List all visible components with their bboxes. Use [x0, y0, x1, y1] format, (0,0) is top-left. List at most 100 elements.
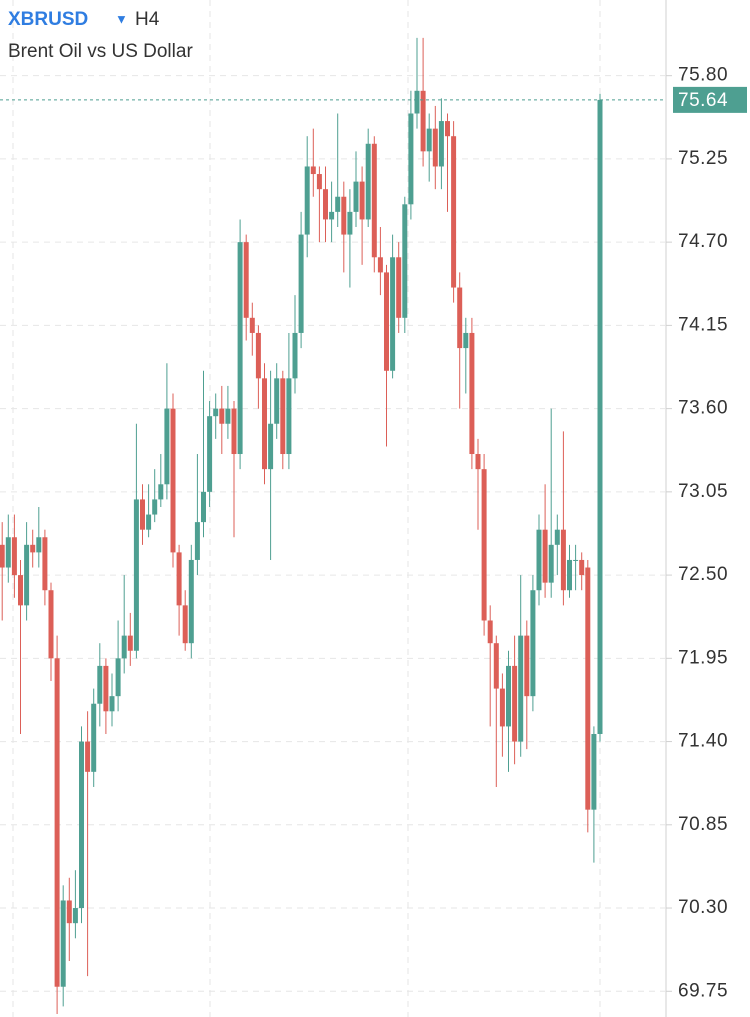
candle-body — [347, 211, 353, 235]
y-tick-label: 72.50 — [678, 564, 728, 585]
candle-body — [518, 635, 524, 742]
candle-body — [170, 408, 176, 553]
candle-body — [18, 575, 23, 606]
candle-body — [402, 204, 408, 318]
candle-body — [365, 143, 371, 220]
candle-body — [140, 499, 145, 530]
candle-body — [5, 537, 11, 568]
candle-body — [255, 332, 261, 379]
candle-body — [146, 514, 152, 530]
candle-body — [585, 567, 591, 810]
candle-body — [194, 522, 200, 560]
candle-body — [493, 643, 499, 689]
candle-body — [274, 378, 280, 424]
dropdown-arrow[interactable]: ▼ — [115, 11, 128, 26]
candle-body — [542, 529, 548, 583]
candle-body — [48, 590, 54, 659]
candle-body — [213, 408, 219, 417]
candle-body — [396, 257, 402, 318]
candle-body — [115, 658, 121, 697]
candle-body — [353, 181, 359, 212]
candle-body — [72, 908, 78, 924]
candle-body — [91, 703, 97, 772]
candle-body — [176, 552, 182, 606]
y-tick-label: 75.25 — [678, 148, 728, 169]
y-tick-label: 71.95 — [678, 647, 728, 668]
y-tick-label: 69.75 — [678, 980, 728, 1001]
candle-body — [316, 174, 322, 190]
y-tick-label: 70.85 — [678, 814, 728, 835]
candle-body — [506, 665, 511, 727]
candle-body — [304, 166, 310, 235]
candle-body — [567, 559, 572, 591]
candle-body — [292, 332, 298, 379]
candle-body — [408, 113, 414, 205]
symbol[interactable]: XBRUSD — [8, 9, 88, 30]
candle-body — [445, 121, 450, 137]
candle-body — [371, 143, 377, 258]
y-tick-label: 70.30 — [678, 897, 728, 918]
candle-body — [249, 317, 255, 333]
candle-body — [0, 544, 5, 568]
candle-body — [487, 620, 493, 644]
candle-body — [237, 242, 243, 455]
candle-body — [524, 635, 530, 697]
candle-body — [152, 499, 158, 515]
candle-body — [24, 544, 30, 606]
candle-body — [469, 332, 475, 455]
candle-body — [560, 529, 566, 591]
plot — [0, 37, 672, 1014]
candle-body — [536, 529, 542, 591]
candle-body — [11, 537, 17, 576]
candle-body — [414, 90, 420, 114]
candle-body — [109, 696, 115, 712]
candle-body — [457, 287, 463, 349]
candle-body — [463, 332, 469, 349]
y-tick-label: 73.60 — [678, 398, 728, 419]
candle-body — [512, 665, 518, 742]
candle-body — [591, 733, 597, 810]
y-tick-label: 73.05 — [678, 481, 728, 502]
vertical-grid — [12, 0, 601, 1017]
candle-body — [426, 128, 432, 152]
candle-body — [103, 665, 109, 712]
candle-body — [341, 196, 347, 235]
candle-body — [42, 537, 48, 591]
candle-body — [359, 181, 365, 220]
y-tick-label: 71.40 — [678, 731, 728, 752]
y-tick-label: 74.70 — [678, 231, 728, 252]
candle-body — [432, 128, 438, 167]
last-price-box — [673, 86, 747, 113]
candle-body — [548, 544, 554, 583]
candle-body — [219, 408, 225, 424]
candle-body — [60, 900, 66, 987]
subtitle: Brent Oil vs US Dollar — [8, 41, 193, 62]
candle-body — [329, 211, 335, 220]
timeframe[interactable]: H4 — [135, 9, 160, 30]
candle-body — [481, 469, 487, 621]
candle-body — [280, 378, 286, 455]
candle-body — [554, 529, 560, 545]
candle-body — [188, 559, 194, 644]
candle-body — [243, 242, 249, 318]
y-tick-label: 74.15 — [678, 314, 728, 335]
candle-body — [530, 590, 536, 697]
candle-body — [164, 408, 170, 485]
candle-body — [310, 166, 316, 175]
candle-body — [390, 257, 396, 371]
candle-body — [475, 454, 481, 470]
candle-body — [121, 635, 127, 659]
candle-body — [182, 605, 188, 644]
candle-body — [158, 484, 164, 500]
candle-body — [499, 688, 505, 727]
candle-body — [54, 658, 60, 987]
candle-body — [323, 189, 328, 220]
candle-body — [377, 257, 383, 273]
candle-body — [597, 99, 603, 734]
candle-body — [268, 423, 274, 470]
candle-body — [286, 378, 292, 455]
last-price-label: 75.64 — [678, 90, 728, 111]
candle-body — [231, 408, 237, 455]
candle-body — [384, 272, 389, 371]
